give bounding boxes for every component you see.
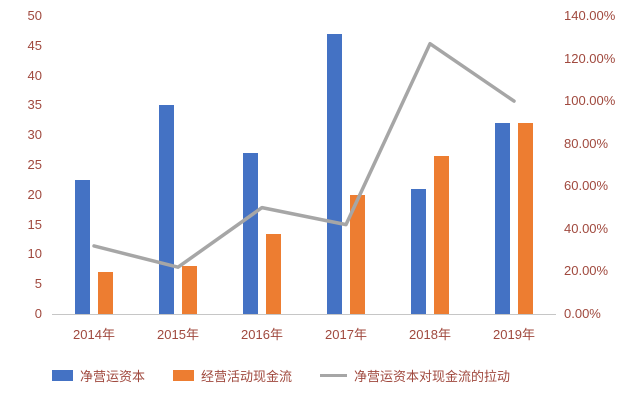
x-axis-label: 2018年: [409, 327, 451, 342]
x-axis-label: 2015年: [157, 327, 199, 342]
left-axis-tick-label: 35: [27, 97, 42, 113]
bar-net-working-capital: [243, 153, 258, 314]
right-axis-tick-label: 20.00%: [564, 263, 609, 279]
x-axis-label: 2017年: [325, 327, 367, 342]
bar-net-working-capital: [495, 123, 510, 314]
legend-swatch-net-working-capital: [52, 370, 73, 381]
bar-operating-cash-flow: [182, 266, 197, 314]
bar-net-working-capital: [411, 188, 426, 314]
bar-operating-cash-flow: [266, 233, 281, 314]
x-axis-label: 2014年: [73, 327, 115, 342]
legend-swatch-operating-cash-flow: [173, 370, 195, 381]
legend-item-net-working-capital: 净营运资本: [52, 366, 145, 385]
left-axis-tick-label: 50: [27, 8, 42, 23]
legend: 净营运资本 经营活动现金流 净营运资本对现金流的拉动: [52, 366, 592, 385]
bar-operating-cash-flow: [518, 123, 533, 314]
plot-area: [52, 16, 556, 315]
x-axis-labels: 2014年 2015年 2016年 2017年 2018年 2019年: [52, 324, 556, 343]
left-axis-tick-label: 5: [34, 276, 42, 292]
bar-operating-cash-flow: [434, 156, 449, 314]
right-axis-tick-label: 60.00%: [564, 178, 609, 194]
x-axis-label: 2016年: [241, 327, 283, 342]
right-axis-tick-label: 140.00%: [564, 8, 616, 23]
x-axis-label: 2019年: [493, 327, 535, 342]
right-axis-tick-label: 0.00%: [564, 306, 601, 321]
bar-operating-cash-flow: [98, 272, 113, 314]
right-axis-tick-label: 100.00%: [564, 93, 616, 109]
left-axis-tick-label: 20: [27, 186, 42, 202]
left-axis-tick-label: 45: [27, 37, 42, 53]
bar-net-working-capital: [327, 33, 342, 314]
legend-label-operating-cash-flow: 经营活动现金流: [201, 369, 293, 384]
left-y-axis: 0 5 10 15 20 25 30 35 40 45 50: [0, 8, 42, 321]
right-axis-tick-label: 120.00%: [564, 50, 616, 66]
legend-label-pull-ratio: 净营运资本对现金流的拉动: [354, 369, 511, 384]
legend-label-net-working-capital: 净营运资本: [80, 369, 146, 384]
left-axis-tick-label: 30: [27, 127, 42, 143]
left-axis-tick-label: 10: [27, 246, 42, 262]
left-axis-tick-label: 40: [27, 67, 42, 83]
right-axis-tick-label: 40.00%: [564, 220, 609, 236]
pull-ratio-line: [92, 41, 516, 269]
legend-swatch-pull-ratio-line: [320, 374, 348, 377]
left-axis-tick-label: 15: [27, 216, 42, 232]
right-axis-tick-label: 80.00%: [564, 135, 609, 151]
bar-operating-cash-flow: [350, 194, 365, 314]
bar-net-working-capital: [75, 179, 90, 314]
legend-item-operating-cash-flow: 经营活动现金流: [173, 366, 292, 385]
legend-item-pull-ratio: 净营运资本对现金流的拉动: [320, 366, 510, 385]
left-axis-tick-label: 25: [27, 157, 42, 172]
line-layer: [92, 41, 516, 269]
right-y-axis: 0.00% 20.00% 40.00% 60.00% 80.00% 100.00% 120.…: [564, 8, 638, 321]
left-axis-tick-label: 0: [34, 306, 42, 321]
